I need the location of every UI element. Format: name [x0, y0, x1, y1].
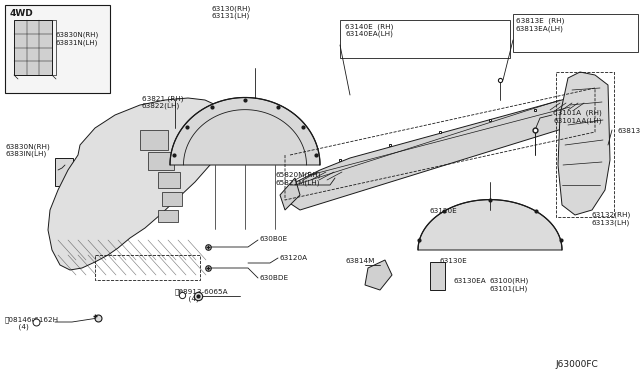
Text: 63830N(RH)
6383IN(LH): 63830N(RH) 6383IN(LH)	[5, 143, 50, 157]
Text: R: R	[31, 317, 35, 323]
Polygon shape	[14, 20, 52, 75]
Text: 63130(RH)
63131(LH): 63130(RH) 63131(LH)	[211, 5, 251, 19]
Text: N: N	[178, 291, 182, 295]
Text: 63120E: 63120E	[430, 208, 458, 214]
Text: 63130EA: 63130EA	[453, 278, 486, 284]
Polygon shape	[280, 178, 300, 210]
Polygon shape	[170, 97, 320, 165]
Text: 63821 (RH)
63822(LH): 63821 (RH) 63822(LH)	[142, 95, 184, 109]
Text: 63814M: 63814M	[345, 258, 374, 264]
Text: ⓝ08913-6065A
      (4): ⓝ08913-6065A (4)	[175, 288, 228, 302]
Text: 63830N(RH)
63831N(LH): 63830N(RH) 63831N(LH)	[56, 32, 99, 46]
Text: 63140E  (RH)
63140EA(LH): 63140E (RH) 63140EA(LH)	[345, 23, 394, 37]
Bar	[158, 210, 178, 222]
Text: 65820M(RH)
65821M(LH): 65820M(RH) 65821M(LH)	[275, 172, 321, 186]
Text: J63000FC: J63000FC	[555, 360, 598, 369]
Text: 4WD: 4WD	[10, 9, 34, 18]
Text: 63132(RH)
63133(LH): 63132(RH) 63133(LH)	[591, 212, 630, 226]
Bar	[140, 130, 168, 150]
Bar	[162, 192, 182, 206]
Polygon shape	[55, 158, 73, 186]
Polygon shape	[418, 200, 562, 250]
Text: 63813EB: 63813EB	[617, 128, 640, 134]
Bar	[148, 152, 174, 170]
Text: 63100(RH)
63101(LH): 63100(RH) 63101(LH)	[490, 278, 529, 292]
Text: Ⓢ08146-6162H
      (4): Ⓢ08146-6162H (4)	[5, 316, 59, 330]
Polygon shape	[558, 72, 610, 215]
Text: 630B0E: 630B0E	[260, 236, 288, 242]
Polygon shape	[48, 98, 232, 270]
Polygon shape	[365, 260, 392, 290]
Bar	[340, 20, 510, 58]
Bar	[556, 72, 614, 217]
Text: 63130E: 63130E	[440, 258, 468, 264]
Text: 63813E  (RH)
63813EA(LH): 63813E (RH) 63813EA(LH)	[516, 18, 564, 32]
Polygon shape	[430, 262, 445, 290]
Text: 63101A  (RH)
63101AA(LH): 63101A (RH) 63101AA(LH)	[553, 110, 602, 124]
Text: 63120A: 63120A	[280, 255, 308, 261]
Bar	[513, 14, 638, 52]
Bar	[5, 5, 110, 93]
Bar	[158, 172, 180, 188]
Polygon shape	[285, 95, 590, 210]
Text: 630BDE: 630BDE	[260, 275, 289, 281]
